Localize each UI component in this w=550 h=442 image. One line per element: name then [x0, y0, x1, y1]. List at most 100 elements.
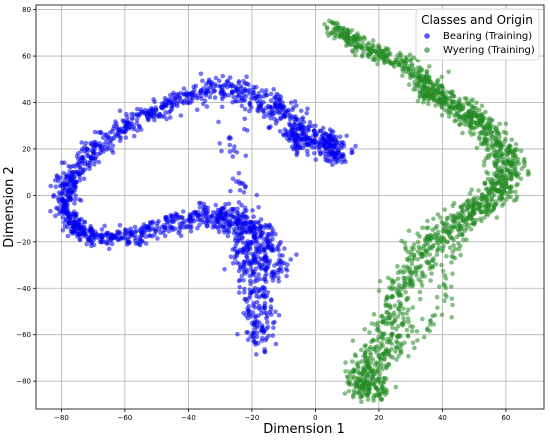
wyering-point [351, 368, 357, 374]
bearing-point [191, 84, 196, 90]
wyering-point [386, 315, 392, 321]
wyering-point [425, 326, 430, 331]
wyering-point [395, 340, 400, 346]
bearing-point [276, 257, 282, 263]
wyering-point [439, 105, 445, 110]
wyering-point [394, 357, 399, 362]
wyering-point [482, 215, 487, 220]
bearing-point [246, 250, 251, 256]
y-axis-ticks: −80 −60 −40 −20 0 20 40 60 80 [16, 6, 36, 386]
bearing-point [54, 173, 60, 178]
bearing-point [199, 217, 205, 223]
wyering-point [417, 84, 423, 90]
wyering-point [480, 114, 485, 120]
wyering-point [402, 276, 408, 281]
bearing-point [248, 314, 254, 319]
wyering-point [508, 144, 513, 149]
bearing-point [217, 141, 222, 146]
bearing-point [118, 235, 123, 241]
bearing-point [103, 139, 109, 144]
bearing-point [263, 88, 269, 93]
bearing-point [300, 145, 306, 151]
bearing-point [82, 226, 87, 232]
bearing-point [260, 293, 266, 298]
bearing-point [93, 139, 98, 145]
bearing-point [121, 118, 127, 124]
bearing-point [264, 238, 269, 243]
bearing-point [258, 244, 263, 249]
bearing-point [275, 270, 281, 276]
wyering-point [424, 234, 430, 239]
bearing-point [288, 117, 293, 122]
wyering-point [405, 333, 411, 339]
bearing-point [245, 337, 251, 343]
wyering-point [479, 119, 484, 125]
wyering-point [371, 371, 376, 377]
bearing-point [271, 325, 276, 331]
wyering-point [494, 215, 500, 220]
bearing-point [155, 220, 160, 226]
bearing-point [251, 84, 256, 90]
wyering-point [374, 337, 380, 343]
wyering-point [483, 132, 489, 137]
wyering-point [496, 188, 501, 193]
wyering-point [341, 35, 347, 41]
bearing-point [135, 128, 140, 133]
bearing-point [258, 104, 263, 109]
wyering-point [442, 207, 448, 212]
wyering-point [435, 212, 441, 217]
bearing-point [241, 93, 246, 98]
bearing-point [178, 233, 184, 238]
wyering-point [462, 112, 468, 117]
wyering-point [394, 326, 399, 332]
bearing-point [259, 311, 264, 316]
bearing-point [353, 143, 358, 149]
wyering-point [404, 297, 410, 303]
bearing-point [247, 91, 253, 96]
wyering-point [371, 398, 376, 403]
bearing-point [294, 152, 300, 158]
wyering-point [502, 179, 508, 185]
bearing-point [68, 182, 74, 187]
wyering-point [408, 252, 414, 258]
wyering-point [375, 391, 380, 397]
bearing-point [230, 176, 236, 182]
wyering-point [353, 353, 359, 359]
bearing-point [154, 107, 159, 113]
bearing-point [104, 239, 109, 245]
bearing-point [265, 264, 271, 269]
bearing-point [202, 98, 208, 103]
bearing-point [62, 224, 68, 229]
wyering-point [406, 319, 411, 325]
wyering-point [451, 243, 456, 248]
bearing-point [228, 218, 233, 223]
bearing-point [67, 197, 73, 202]
bearing-point [60, 228, 66, 233]
bearing-point [259, 88, 265, 93]
bearing-point [76, 151, 81, 156]
wyering-point [475, 206, 481, 211]
wyering-point [410, 283, 416, 288]
wyering-point [381, 379, 387, 385]
wyering-point [440, 268, 446, 274]
wyering-point [420, 316, 425, 322]
wyering-point [371, 312, 377, 317]
bearing-point [288, 257, 294, 262]
bearing-point [174, 213, 179, 218]
bearing-point [272, 110, 278, 116]
wyering-point [440, 93, 446, 99]
bearing-point [256, 94, 261, 99]
wyering-point [452, 105, 458, 111]
wyering-point [474, 100, 479, 106]
bearing-point [72, 201, 77, 206]
bearing-point [81, 176, 87, 182]
bearing-point [242, 296, 248, 302]
bearing-point [291, 125, 296, 130]
bearing-point [65, 192, 70, 198]
wyering-point [422, 76, 427, 81]
bearing-point [264, 310, 269, 316]
bearing-point [122, 231, 127, 236]
wyering-point [507, 189, 513, 194]
bearing-point [236, 268, 242, 274]
wyering-point [459, 232, 465, 237]
